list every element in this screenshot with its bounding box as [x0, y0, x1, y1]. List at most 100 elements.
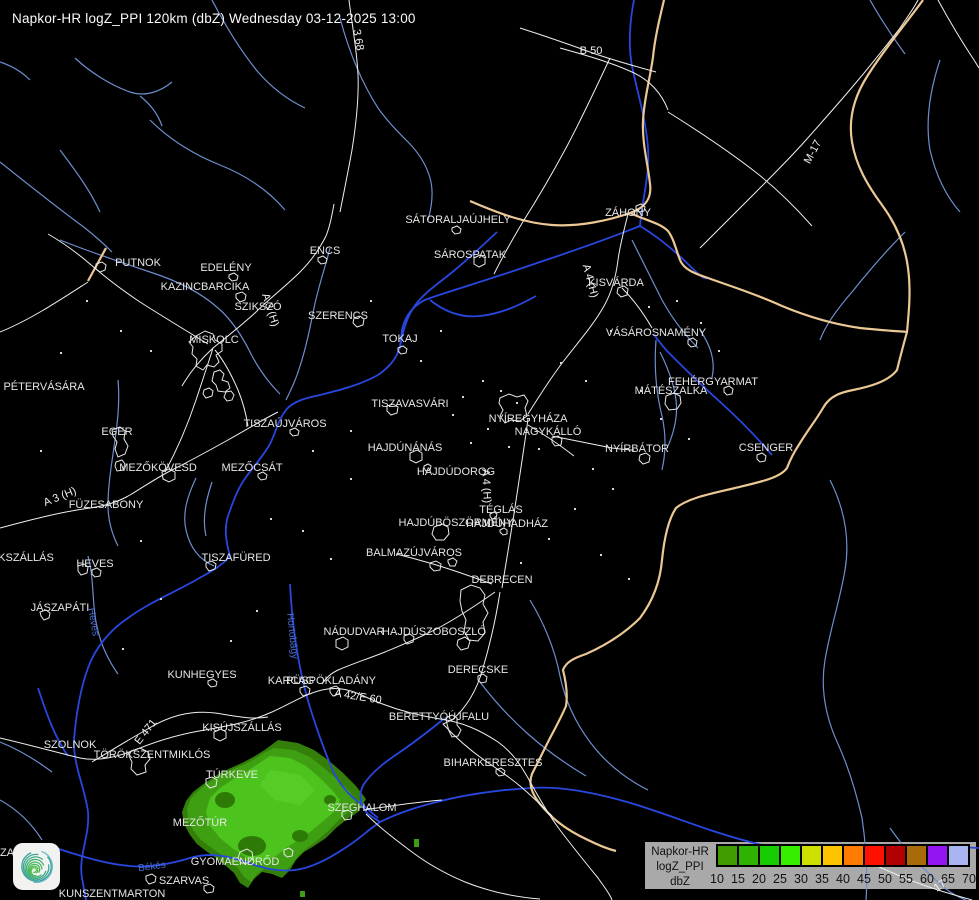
city-label: TISZAÚJVÁROS	[243, 418, 327, 430]
city-label: NÁDUDVAR	[323, 626, 385, 638]
river-label: Hortobágy	[284, 612, 300, 660]
city-label: TÉGLÁS	[479, 504, 523, 516]
city-label: ZÁHONY	[605, 207, 651, 219]
city-label: KUNHEGYES	[167, 669, 237, 681]
city-label: SÁROSPATAK	[433, 249, 507, 261]
road-label: E 471	[132, 716, 160, 748]
legend-title-line: dbZ	[670, 876, 690, 888]
city-label: FEHÉRGYARMAT	[667, 376, 759, 388]
city-label: ENCS	[309, 245, 341, 257]
legend-tick: 10	[710, 872, 724, 886]
city-label: KSZÁLLÁS	[0, 552, 54, 564]
legend-swatch	[928, 846, 949, 865]
city-label: PÉTERVÁSÁRA	[3, 381, 85, 393]
city-label: SÁTORALJAÚJHELY	[405, 214, 511, 226]
road-label: A 4 (H)	[479, 468, 493, 504]
legend-tick: 60	[920, 872, 934, 886]
legend-swatch	[802, 846, 823, 865]
city-label: CSENGER	[738, 442, 794, 454]
city-label: SZEGHALOM	[327, 802, 397, 814]
city-label: EGER	[101, 426, 133, 438]
city-label: EDELÉNY	[200, 262, 252, 274]
river-label: Heves	[85, 607, 101, 637]
legend-tick: 65	[941, 872, 955, 886]
legend-tick: 50	[878, 872, 892, 886]
city-label: HAJDÚNÁNÁS	[367, 442, 443, 454]
legend-swatch	[718, 846, 739, 865]
city-label: NYÍREGYHÁZA	[488, 413, 568, 425]
legend-swatch	[760, 846, 781, 865]
city-label: PÜSPÖKLADÁNY	[286, 675, 376, 687]
city-label: HEVES	[76, 558, 114, 570]
radar-echo	[182, 740, 419, 897]
city-label: SZOLNOK	[43, 739, 97, 751]
legend-tick: 15	[731, 872, 745, 886]
road-label: 17	[931, 877, 949, 895]
page-title: Napkor-HR logZ_PPI 120km (dbZ) Wednesday…	[12, 11, 416, 26]
road-label: A 42/E 60	[333, 687, 383, 707]
legend-swatch	[949, 846, 968, 865]
city-label: SZIKSZÓ	[234, 301, 282, 313]
city-label: KISÚJSZÁLLÁS	[202, 722, 282, 734]
city-label: SZARVAS	[158, 875, 210, 887]
city-label: MEZŐCSÁT	[221, 462, 283, 474]
city-label: TÖRÖKSZENTMIKLÓS	[93, 749, 211, 761]
legend-tick: 30	[794, 872, 808, 886]
city-label: MÁTÉSZALKA	[634, 385, 708, 397]
legend-swatch	[739, 846, 760, 865]
city-label: GYOMAENDRŐD	[190, 856, 280, 868]
legend-swatch	[865, 846, 886, 865]
road-label: M-17	[801, 138, 825, 166]
city-label: DEBRECEN	[471, 574, 533, 586]
legend: Napkor-HR logZ_PPI dbZ 10 15 20 25 30 35 40 45 50 5…	[645, 842, 979, 890]
city-label: SZERENCS	[308, 310, 368, 322]
city-label: MISKOLC	[189, 334, 239, 346]
city-label: HAJDÚDOROG	[416, 466, 496, 478]
legend-swatch	[844, 846, 865, 865]
city-label: VÁSÁROSNAMÉNY	[605, 327, 707, 339]
legend-tick: 40	[836, 872, 850, 886]
city-label: MEZŐKÖVESD	[119, 462, 197, 474]
legend-color-scale	[716, 844, 970, 867]
town-outlines	[39, 203, 767, 894]
country-border-layer	[87, 0, 924, 853]
city-label: BALMAZÚJVÁROS	[366, 547, 462, 559]
legend-swatch	[781, 846, 802, 865]
legend-tick: 70	[962, 872, 976, 886]
city-label: NAGYKÁLLÓ	[514, 426, 582, 438]
road-label: 3 68	[350, 28, 366, 52]
legend-title-line: Napkor-HR	[651, 846, 709, 858]
legend-swatch	[907, 846, 928, 865]
city-label: KISVÁRDA	[588, 277, 644, 289]
city-label: HAJDÚBÖSZÖRMÉNY	[398, 517, 514, 529]
city-label: PUTNOK	[115, 257, 161, 269]
city-label: TISZAVASVÁRI	[371, 398, 449, 410]
city-label: KAZINCBARCIKA	[160, 281, 250, 293]
legend-tick: 25	[773, 872, 787, 886]
city-label: TÚRKEVE	[206, 769, 258, 781]
city-label: HAJDÚSZOBOSZLÓ	[382, 626, 486, 638]
city-label: KUNSZENTMARTON	[58, 888, 166, 900]
city-label: TISZAFÜRED	[201, 552, 271, 564]
legend-tick: 45	[857, 872, 871, 886]
legend-title-line: logZ_PPI	[656, 861, 704, 873]
spiral-icon	[13, 843, 60, 890]
city-label: KARCAG	[267, 675, 315, 687]
river-label: Békés	[137, 859, 167, 875]
city-label: BERETTYÓÚJFALU	[388, 711, 490, 723]
city-label: BIHARKERESZTES	[443, 757, 543, 769]
city-label: FÜZESABONY	[68, 499, 144, 511]
legend-swatch	[823, 846, 844, 865]
city-label: JÁSZAPÁTI	[30, 602, 90, 614]
legend-tick: 35	[815, 872, 829, 886]
met-spiral-logo	[13, 843, 60, 890]
legend-tick: 55	[899, 872, 913, 886]
legend-title: Napkor-HR logZ_PPI dbZ	[646, 845, 714, 890]
city-label: HAJDÚHADHÁZ	[466, 518, 548, 530]
road-label: B 50	[579, 45, 603, 57]
